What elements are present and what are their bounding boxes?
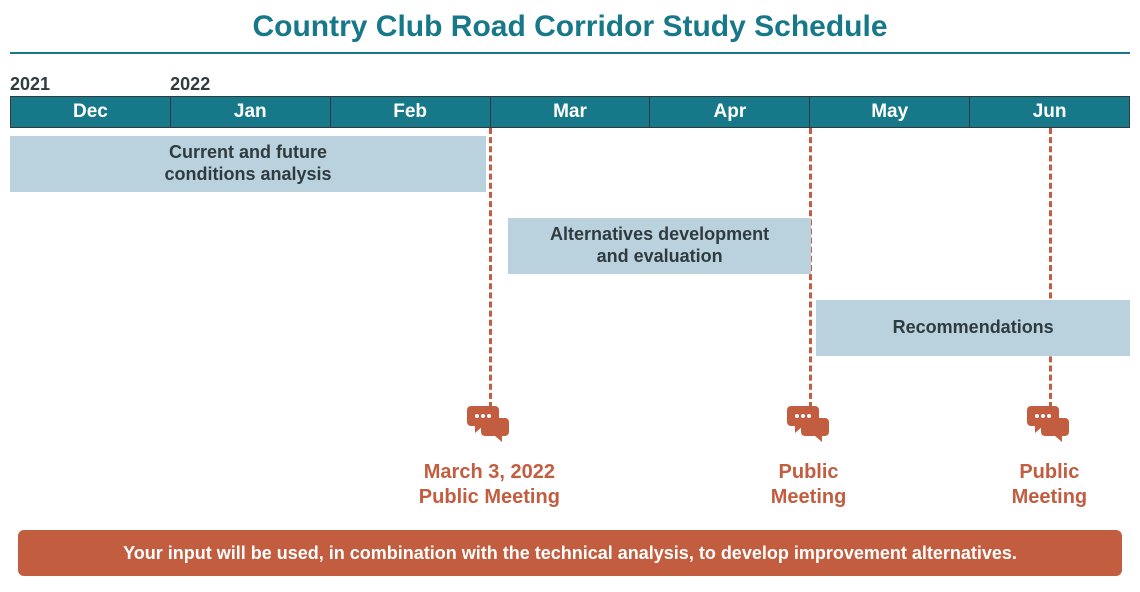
year-label: 2022 bbox=[170, 74, 210, 95]
year-label: 2021 bbox=[10, 74, 50, 95]
meeting-label: March 3, 2022Public Meeting bbox=[389, 460, 589, 510]
year-labels-row: 2021 2022 bbox=[10, 74, 1130, 96]
phase-bar: Alternatives developmentand evaluation bbox=[508, 218, 810, 274]
chat-bubble-icon bbox=[465, 400, 513, 448]
meeting-marker-line bbox=[489, 128, 492, 408]
chat-bubble-icon bbox=[785, 400, 833, 448]
chat-bubble-icon bbox=[1025, 400, 1073, 448]
page-title: Country Club Road Corridor Study Schedul… bbox=[0, 0, 1140, 52]
footer-callout: Your input will be used, in combination … bbox=[18, 530, 1122, 576]
month-cell: May bbox=[810, 97, 970, 127]
meeting-marker-line bbox=[1049, 128, 1052, 408]
footer-text: Your input will be used, in combination … bbox=[123, 543, 1017, 564]
meeting-label: PublicMeeting bbox=[979, 460, 1119, 510]
month-cell: Jun bbox=[970, 97, 1130, 127]
month-cell: Mar bbox=[491, 97, 651, 127]
month-header-row: DecJanFebMarAprMayJun bbox=[10, 96, 1130, 128]
timeline-chart: 2021 2022 DecJanFebMarAprMayJun Current a… bbox=[10, 74, 1130, 504]
meeting-label: PublicMeeting bbox=[739, 460, 879, 510]
month-cell: Jan bbox=[171, 97, 331, 127]
title-divider bbox=[10, 52, 1130, 54]
phase-bar: Current and futureconditions analysis bbox=[10, 136, 486, 192]
phase-bar: Recommendations bbox=[816, 300, 1130, 356]
month-cell: Feb bbox=[331, 97, 491, 127]
month-cell: Dec bbox=[11, 97, 171, 127]
month-cell: Apr bbox=[650, 97, 810, 127]
gantt-bars-area: Current and futureconditions analysis Alt… bbox=[10, 128, 1130, 358]
